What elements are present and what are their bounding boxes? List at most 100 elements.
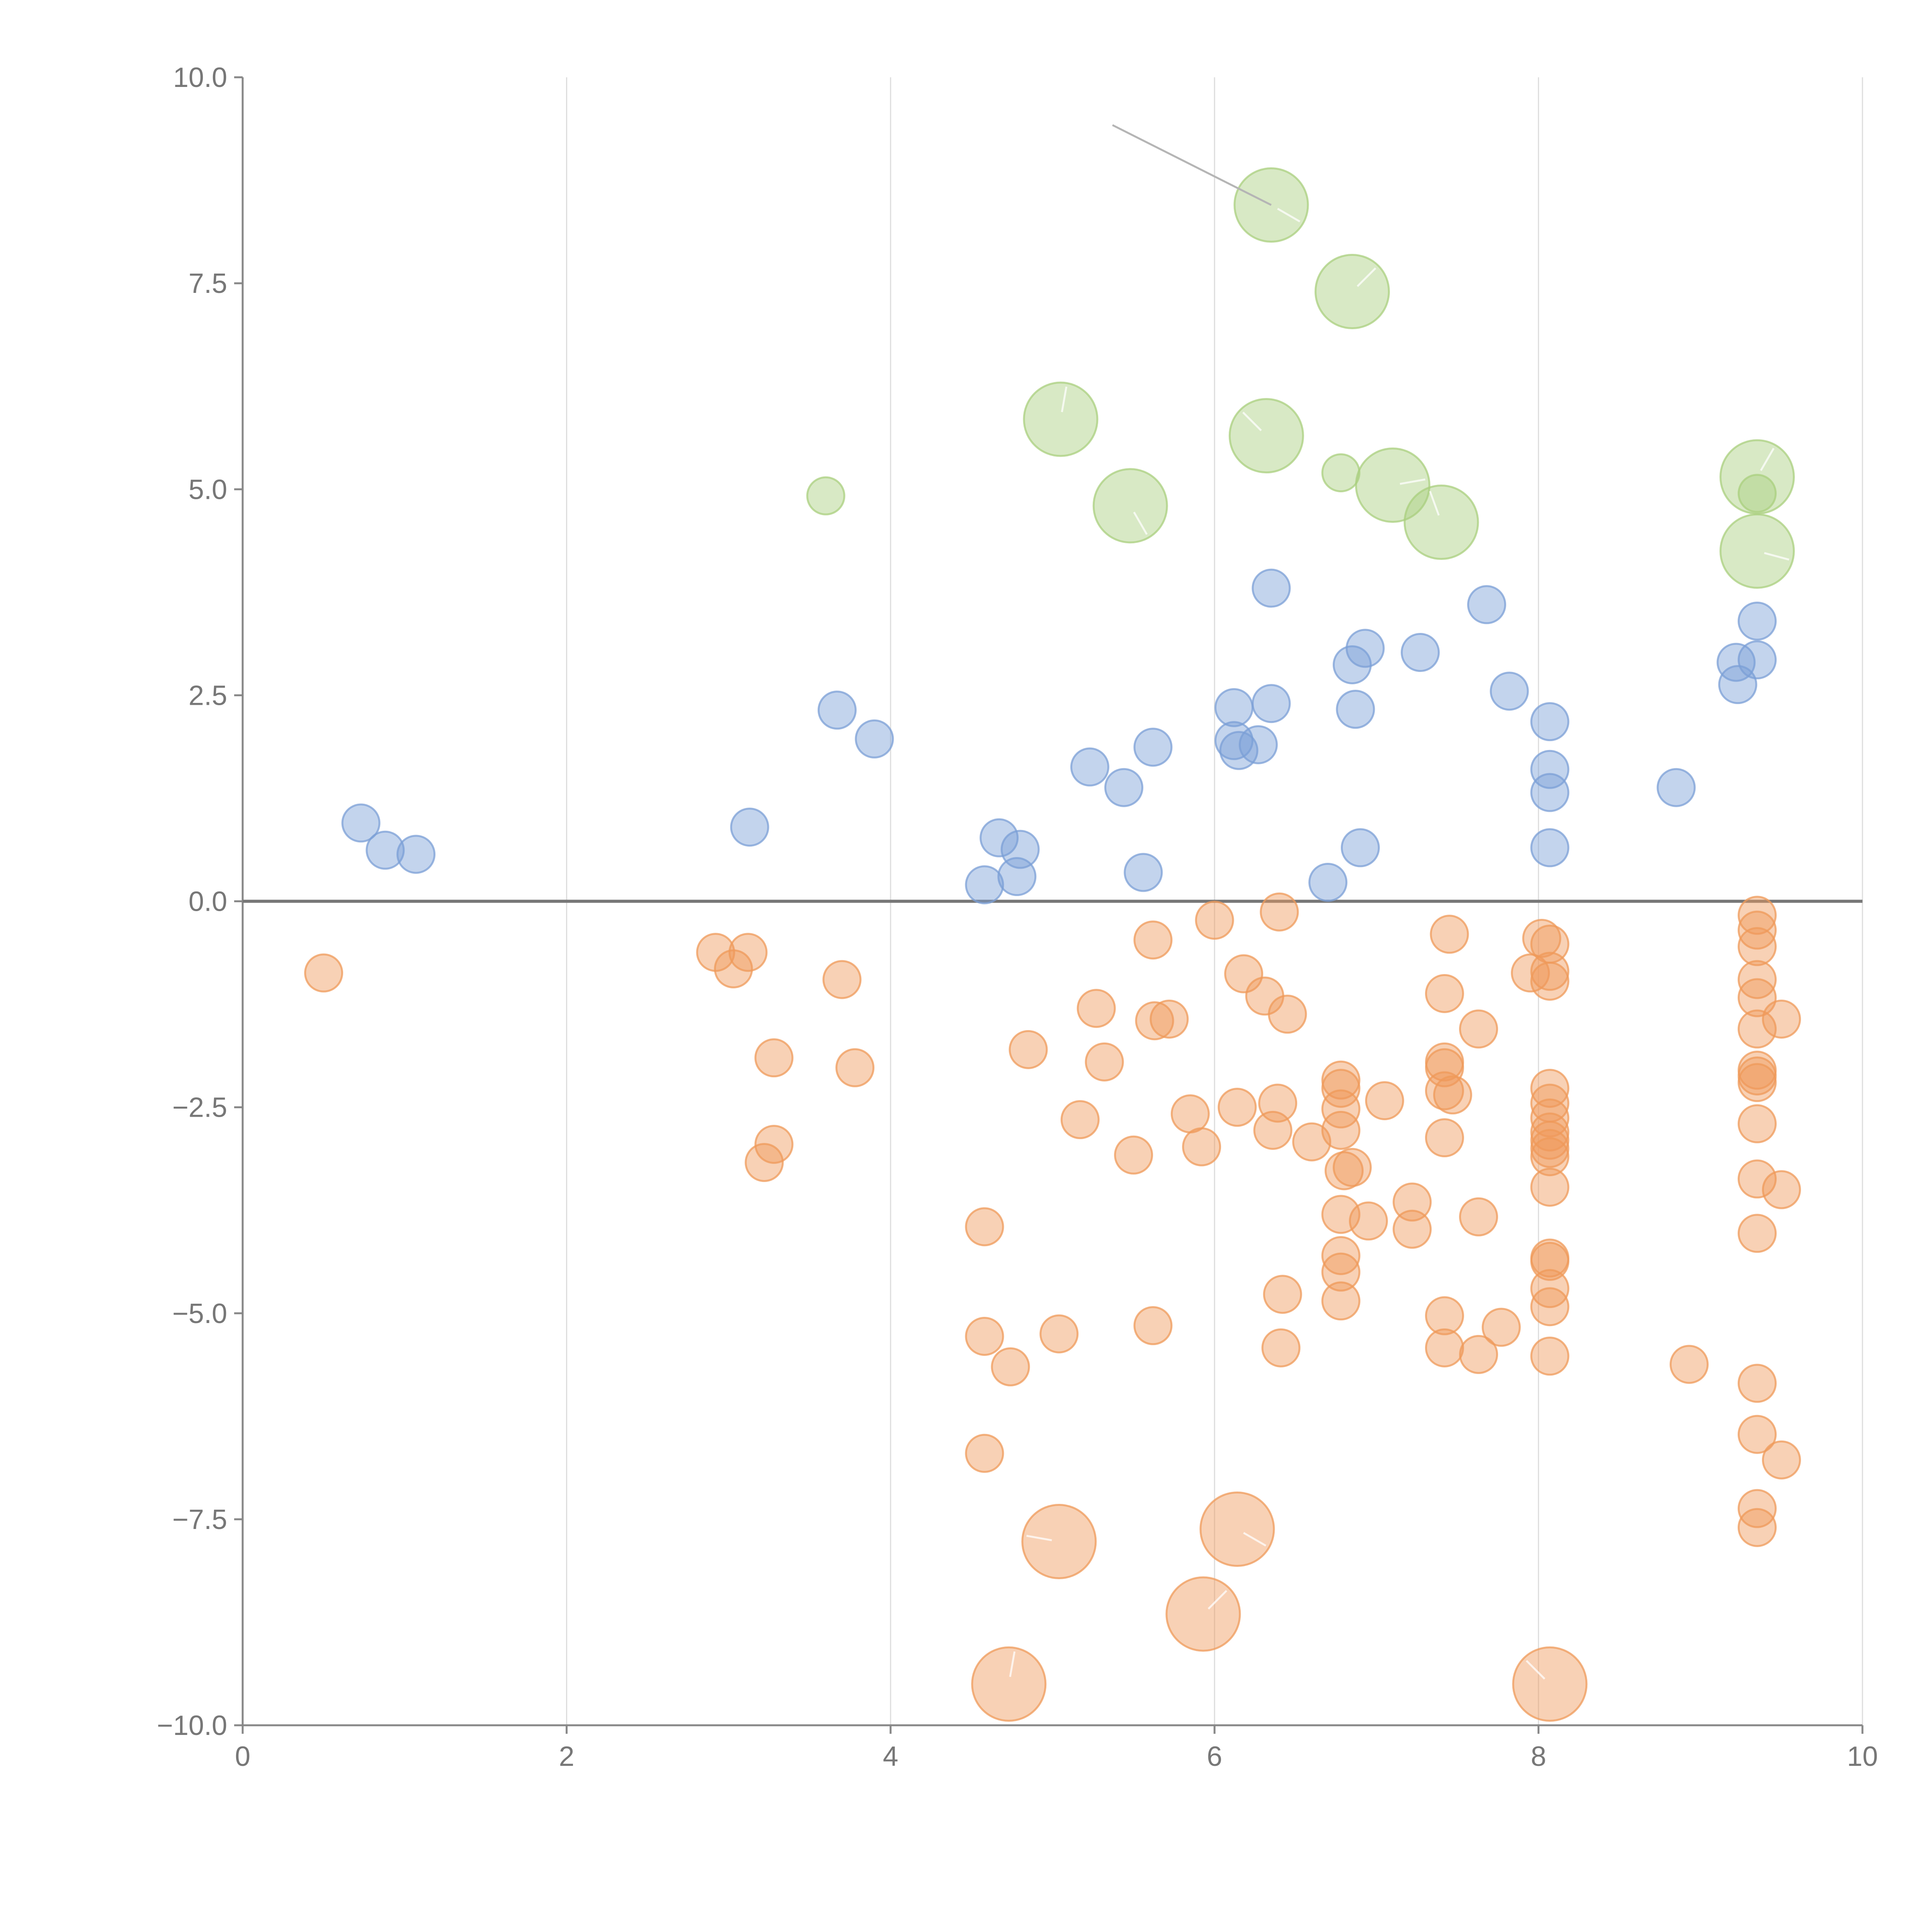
bubble-inner-mark [1009,1651,1016,1677]
bubble-blue [855,719,894,759]
bubble-orange [1261,1328,1301,1367]
bubble-inner-mark [1208,1590,1228,1610]
bubble-orange [1425,1328,1464,1367]
bubble-green [1719,513,1795,589]
bubble-blue [1656,768,1696,807]
bubble-orange [1530,1242,1570,1281]
bubble-orange [1365,1081,1404,1121]
bubble-blue [1345,629,1385,668]
bubble-orange [1738,910,1777,950]
bubble-blue [1252,684,1291,723]
bubble-blue [965,865,1004,905]
bubble-blue [1070,747,1109,787]
bubble-orange [1425,974,1464,1013]
bubble-orange [1425,1118,1464,1158]
bubble-orange [1738,1063,1777,1102]
bubble-orange [1133,1306,1173,1345]
bubble-green [1321,453,1361,493]
bubble-orange [745,1143,784,1182]
bubble-green [1023,381,1099,457]
bubble-orange [1133,920,1173,960]
bubble-orange [1321,1089,1361,1129]
bubble-orange [822,960,862,999]
bubble-orange [1135,1001,1174,1041]
bubble-orange [1738,896,1777,935]
bubble-orange [1321,1281,1361,1321]
bubble-orange [1530,1121,1570,1160]
bubble-inner-mark [1429,491,1440,516]
bubble-orange [304,953,344,993]
bubble-orange [1433,1075,1472,1115]
bubble-orange [1321,1236,1361,1275]
bubble-inner-mark [1243,1532,1267,1547]
bubble-orange [1738,1009,1777,1049]
y-tick-label: 0.0 [189,886,227,917]
bubble-blue [980,818,1019,857]
bubble-orange [1738,1104,1777,1143]
bubble-orange [1530,1287,1570,1327]
bubble-orange [1060,1100,1100,1139]
tick-label-layer: 0 2 4 6 8 10 −10.0 −7.5 −5.0 −2.5 0.0 2.5 5.0 7.5 10.0 [157,62,1878,1772]
bubble-orange [1292,1122,1332,1162]
bubble-orange [1459,1335,1498,1374]
bubble-green [806,476,845,515]
y-tick-label: −10.0 [157,1710,227,1741]
bubble-orange [1530,1167,1570,1207]
bubble-orange [1393,1209,1432,1249]
bubble-green [1315,253,1390,329]
y-tick-label: −2.5 [172,1092,227,1123]
bubble-orange [1321,1069,1361,1108]
bubble-blue [1333,645,1372,684]
bubble-blue [1530,702,1570,742]
bubble-orange [1481,1308,1521,1347]
bubble-orange [1260,892,1299,932]
bubble-blue [1530,828,1570,867]
bubble-orange [1530,1137,1570,1177]
bubble-blue [1238,725,1278,764]
bubble-orange [1459,1197,1498,1236]
bubble-orange [1263,1275,1302,1314]
bubble-blue [1000,830,1040,869]
bubble-blue [1340,828,1380,867]
bubble-inner-mark [1242,412,1262,431]
bubble-layer [304,124,1801,1722]
bubble-orange [1170,1094,1210,1134]
y-tick-label: 10.0 [173,62,227,93]
bubble-orange [1459,1009,1498,1049]
x-tick-label: 4 [883,1741,898,1772]
bubble-inner-mark [1400,478,1425,485]
bubble-orange [1530,1129,1570,1168]
bubble-blue [1104,768,1143,807]
bubble-blue [341,803,381,843]
bubble-orange [1738,1508,1777,1547]
bubble-inner-mark [1526,1660,1546,1680]
bubble-blue [1336,690,1375,729]
bubble-green [1092,468,1168,544]
bubble-orange [1425,1296,1464,1335]
y-tick-label: 2.5 [189,680,227,711]
bubble-orange [1165,1576,1241,1652]
bubble-blue [1214,688,1254,727]
axes-layer [234,76,1864,1734]
bubble-orange [1738,1415,1777,1454]
y-tick-label: −7.5 [172,1504,227,1535]
bubble-blue [396,835,436,874]
bubble-blue [1530,750,1570,789]
bubble-orange [991,1347,1030,1386]
bubble-blue [366,830,405,870]
bubble-inner-mark [1026,1535,1052,1541]
bubble-blue [1738,640,1777,680]
bubble-orange [1530,1069,1570,1108]
bubble-orange [754,1125,794,1164]
x-tick-label: 2 [559,1741,574,1772]
bubble-inner-mark [1061,386,1068,412]
bubble-orange [1530,1098,1570,1138]
bubble-orange [1321,1060,1361,1100]
annotation-leader-line [1112,124,1272,206]
bubble-orange [1762,1170,1801,1209]
y-tick-label: 5.0 [189,474,227,505]
bubble-orange [1258,1083,1298,1123]
bubble-blue [1738,601,1777,641]
bubble-orange [1738,927,1777,966]
bubble-green [1403,485,1479,560]
